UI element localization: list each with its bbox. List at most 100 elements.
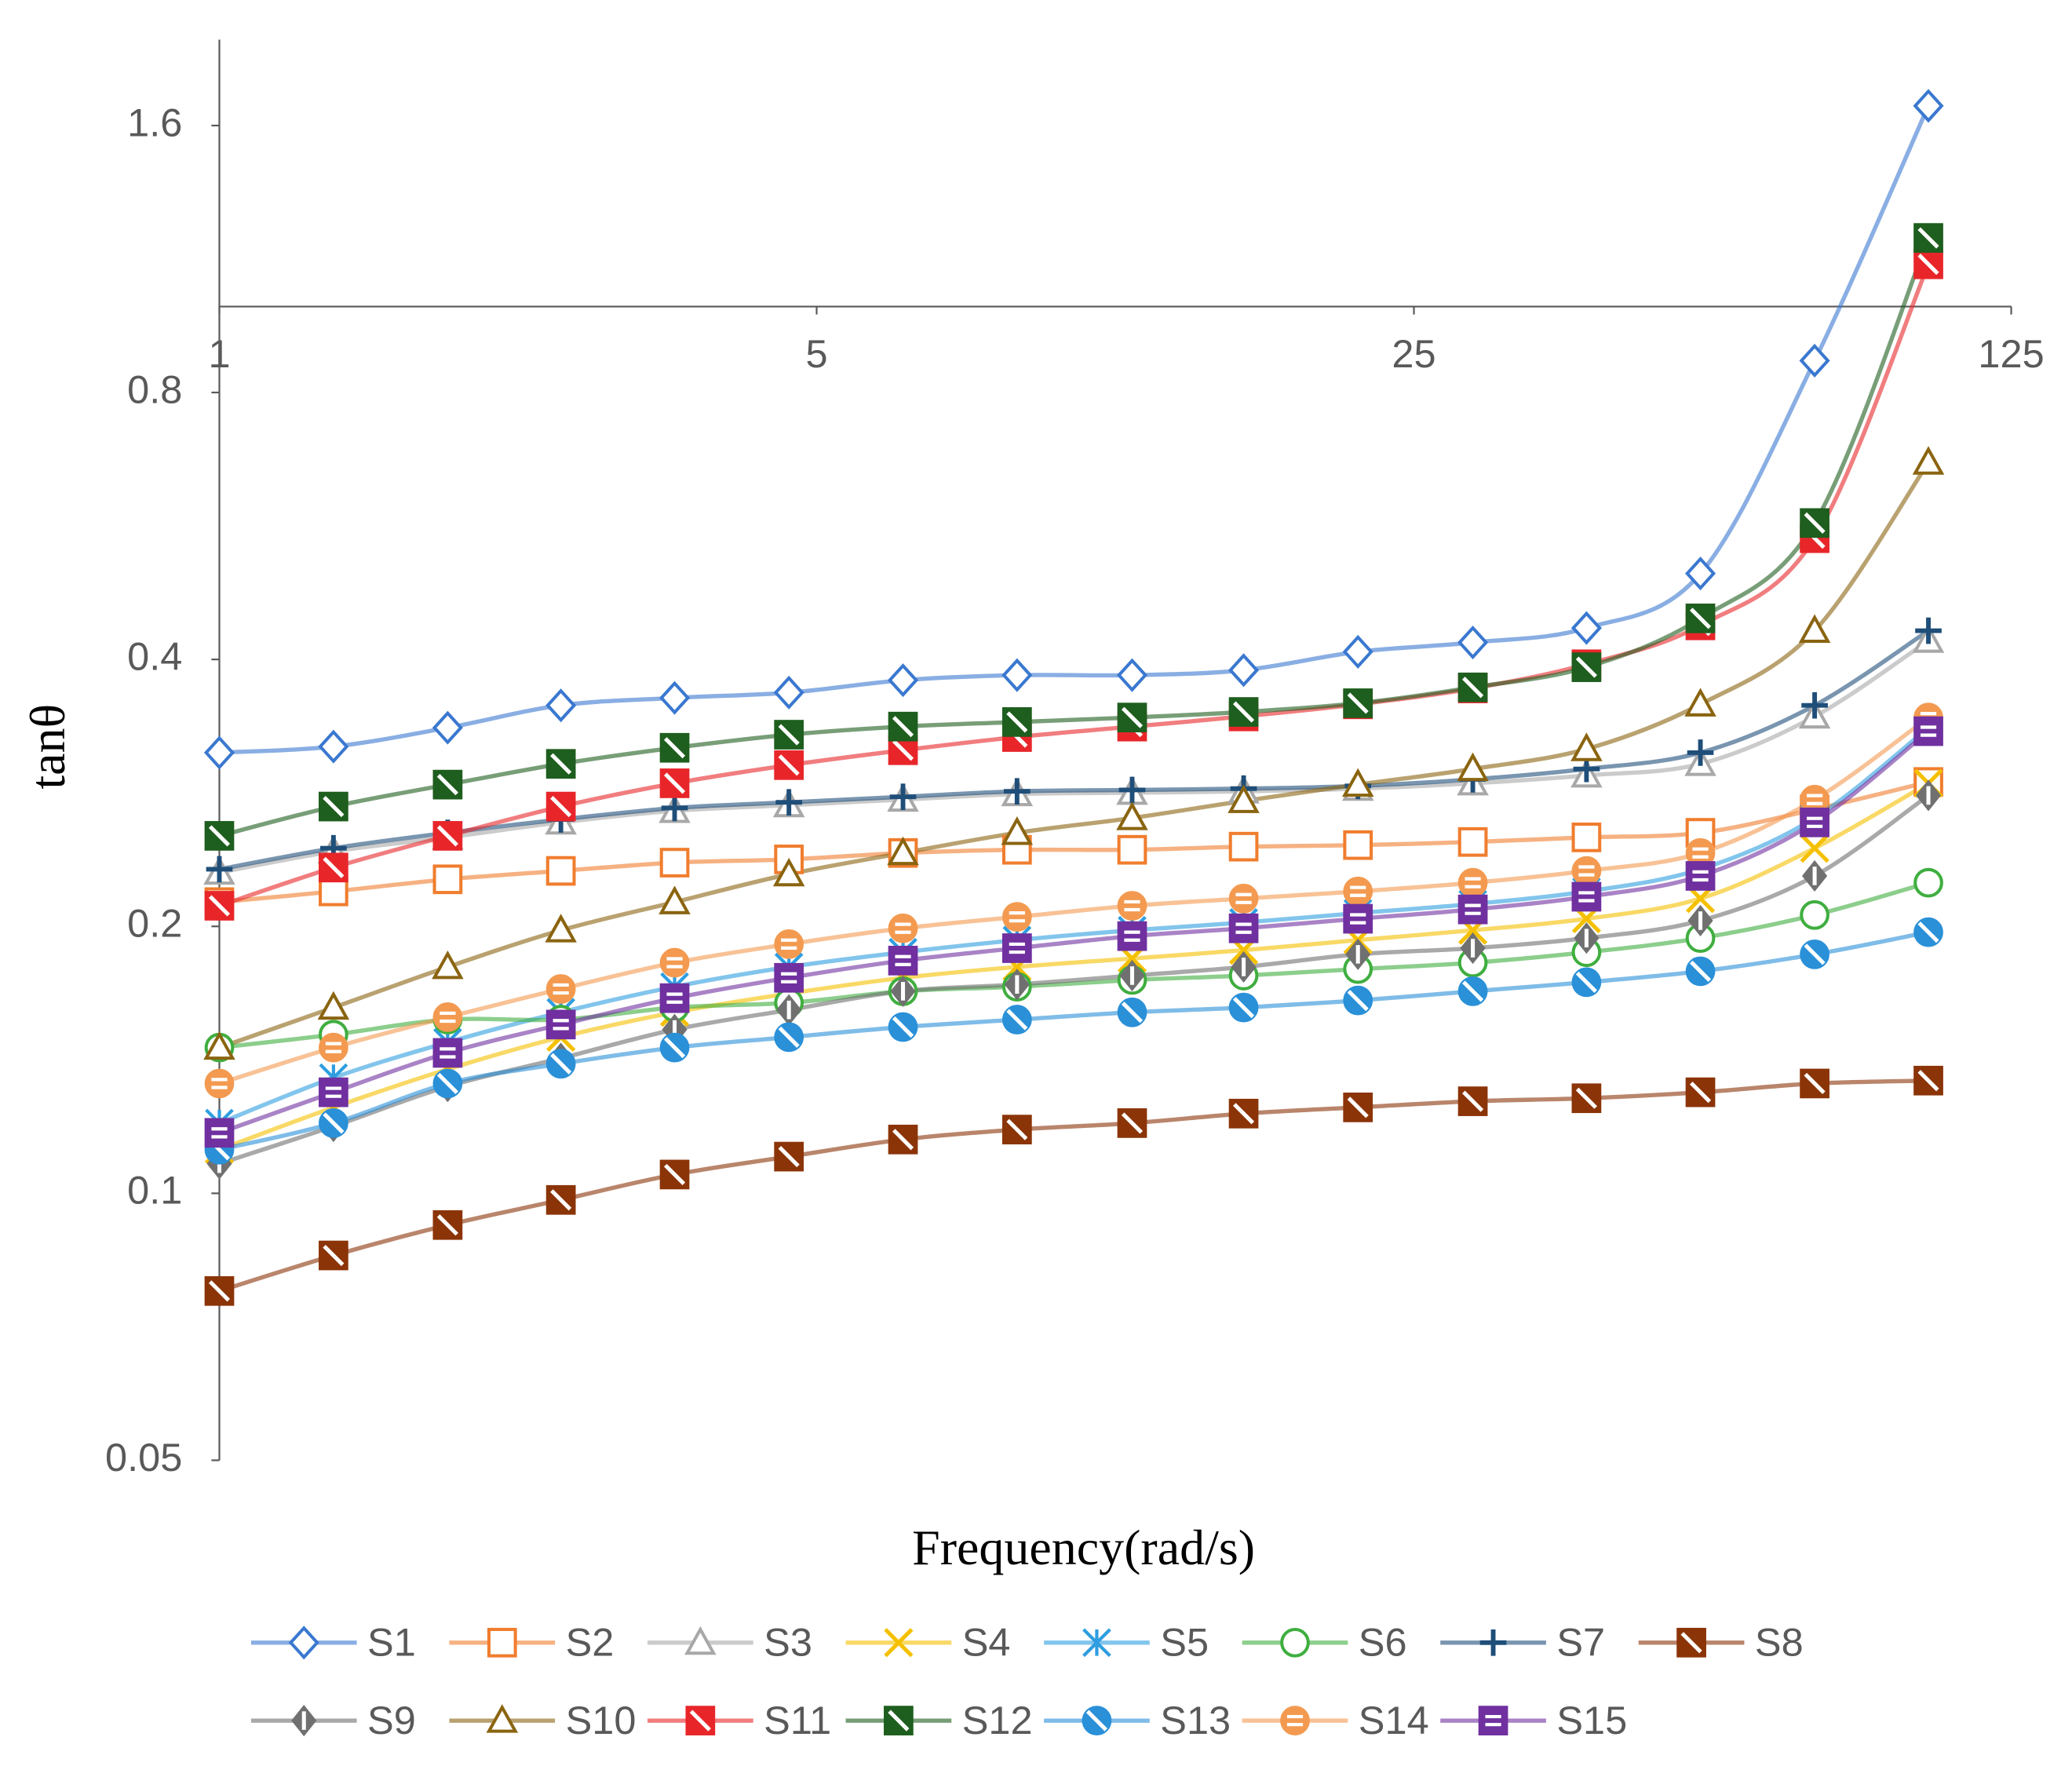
marker-part — [323, 1112, 345, 1134]
marker-part — [1684, 688, 1716, 717]
marker-part — [888, 913, 918, 943]
marker — [1571, 881, 1602, 912]
marker — [1685, 1077, 1716, 1107]
marker-part — [1343, 903, 1373, 934]
marker — [545, 688, 577, 723]
marker-part — [1280, 1627, 1310, 1658]
marker — [432, 864, 463, 895]
legend-marker — [685, 1706, 716, 1735]
series-line — [219, 779, 1929, 905]
marker-part — [658, 885, 691, 914]
marker-part — [1575, 656, 1597, 678]
marker — [1913, 917, 1943, 947]
marker-part — [1121, 706, 1144, 728]
marker — [1684, 688, 1716, 717]
marker-part — [203, 1031, 235, 1060]
marker — [1343, 903, 1373, 934]
marker — [775, 789, 803, 816]
marker-part — [1001, 902, 1032, 932]
marker-part — [436, 1072, 458, 1094]
y-tick-label: 1.6 — [127, 100, 182, 144]
marker-part — [550, 1053, 572, 1075]
marker-part — [1804, 512, 1826, 534]
marker — [1915, 779, 1942, 812]
marker — [1001, 816, 1034, 845]
marker-part — [1462, 1090, 1484, 1112]
series-line — [218, 1078, 1929, 1294]
y-tick-label: 0.1 — [127, 1168, 182, 1213]
marker-part — [1800, 807, 1829, 837]
marker-part — [203, 735, 235, 770]
marker-part — [1001, 816, 1034, 845]
marker-part — [892, 1016, 914, 1038]
marker — [1342, 634, 1373, 669]
marker — [1117, 702, 1147, 733]
marker-part — [1799, 343, 1830, 378]
marker — [1341, 768, 1374, 797]
marker-part — [1798, 614, 1831, 644]
marker-part — [1457, 626, 1489, 660]
series-line — [218, 237, 1931, 838]
marker — [1687, 739, 1714, 766]
marker-part — [659, 848, 690, 878]
marker-part — [317, 991, 350, 1020]
y-tick-label: 0.4 — [127, 633, 182, 678]
marker-part — [204, 1118, 235, 1148]
marker-part — [1687, 739, 1714, 766]
marker — [203, 735, 235, 770]
marker-part — [659, 947, 690, 978]
marker-part — [663, 737, 686, 759]
marker-part — [1116, 801, 1148, 830]
marker-part — [1685, 861, 1716, 891]
series-line — [218, 461, 1931, 1050]
marker-part — [323, 1244, 345, 1267]
marker-part — [432, 950, 464, 980]
marker — [773, 675, 804, 710]
marker-part — [1347, 692, 1369, 714]
marker-part — [778, 724, 800, 746]
marker — [887, 836, 919, 866]
y-tick-label: 0.05 — [105, 1435, 182, 1480]
marker-part — [684, 1626, 717, 1655]
marker — [1685, 603, 1716, 633]
marker — [1119, 959, 1145, 992]
y-tick-label: 0.2 — [127, 901, 182, 946]
marker-part — [1912, 446, 1945, 475]
legend-label: S14 — [1359, 1698, 1429, 1742]
marker-part — [1232, 1103, 1255, 1125]
marker — [890, 975, 916, 1007]
marker-part — [432, 1038, 463, 1068]
legend-label: S11 — [764, 1698, 831, 1742]
y-axis-label: tanθ — [20, 704, 75, 790]
marker-part — [1913, 89, 1944, 123]
marker — [1800, 1068, 1829, 1099]
marker — [1228, 831, 1259, 862]
marker — [774, 1022, 804, 1053]
marker — [1570, 611, 1602, 645]
legend-marker — [487, 1627, 517, 1658]
marker-part — [545, 856, 576, 886]
marker — [545, 1049, 576, 1079]
marker-part — [1570, 611, 1602, 645]
marker — [1800, 940, 1829, 969]
marker — [319, 1108, 348, 1138]
legend-marker — [1478, 1706, 1508, 1735]
marker-part — [319, 1032, 348, 1063]
marker-part — [1684, 556, 1716, 591]
marker — [1228, 992, 1259, 1023]
marker-part — [1917, 921, 1939, 943]
marker — [319, 876, 348, 907]
marker — [1004, 778, 1031, 805]
marker-part — [1575, 971, 1597, 993]
marker-part — [1347, 990, 1369, 1012]
legend-marker — [288, 1626, 319, 1660]
marker-part — [1121, 1002, 1144, 1024]
marker-part — [545, 688, 577, 723]
legend-label: S7 — [1556, 1620, 1605, 1665]
marker-part — [889, 783, 917, 810]
marker-part — [1689, 1082, 1712, 1104]
marker — [1457, 672, 1488, 702]
marker-part — [1117, 834, 1147, 865]
marker-part — [486, 1704, 519, 1733]
